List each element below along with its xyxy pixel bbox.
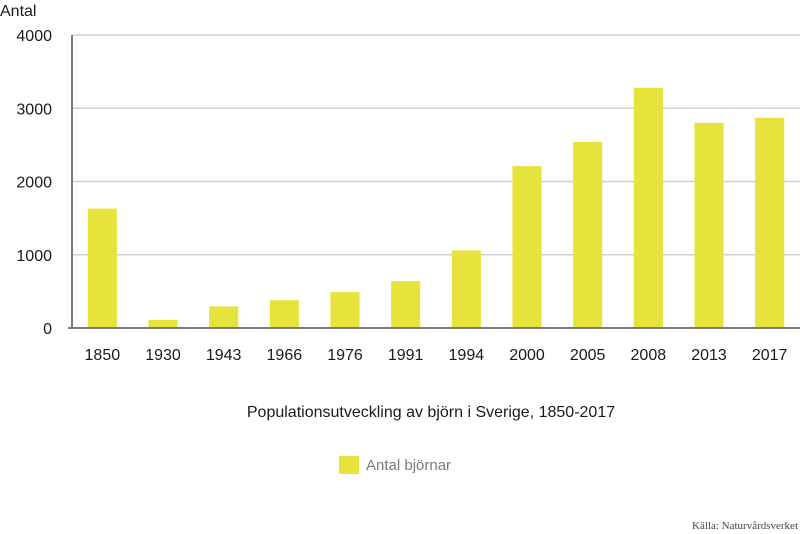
y-tick-label: 4000 — [16, 28, 52, 45]
y-tick-label: 0 — [43, 321, 52, 338]
legend: Antal björnar — [339, 456, 451, 474]
bar-1930 — [148, 319, 178, 328]
x-tick-label: 1994 — [449, 347, 485, 364]
bar-2005 — [573, 141, 603, 328]
chart-caption: Populationsutveckling av björn i Sverige… — [247, 404, 615, 421]
x-tick-label: 2013 — [691, 347, 727, 364]
x-tick-label: 2017 — [752, 347, 788, 364]
bar-1994 — [451, 250, 481, 328]
y-axis-label: Antal — [0, 3, 36, 20]
bar-2017 — [755, 117, 785, 329]
x-tick-labels: 1850 1930 1943 1966 1976 1991 1994 2000 2005 2008… — [85, 347, 788, 364]
bar-1943 — [209, 306, 239, 328]
x-tick-label: 2000 — [509, 347, 545, 364]
y-tick-labels: 0 1000 2000 3000 4000 — [16, 28, 52, 338]
x-tick-label: 1943 — [206, 347, 242, 364]
bar-1991 — [391, 281, 421, 328]
x-tick-label: 2005 — [570, 347, 606, 364]
legend-label: Antal björnar — [366, 457, 451, 474]
y-tick-label: 3000 — [16, 101, 52, 118]
legend-swatch — [339, 456, 359, 474]
bar-2013 — [694, 122, 724, 329]
y-tick-label: 2000 — [16, 175, 52, 192]
x-tick-label: 1966 — [267, 347, 303, 364]
bar-2000 — [512, 166, 542, 328]
source-note: Källa: Naturvårdsverket — [692, 520, 798, 532]
x-tick-label: 1991 — [388, 347, 424, 364]
x-tick-label: 1930 — [145, 347, 181, 364]
y-tick-label: 1000 — [16, 248, 52, 265]
gridlines — [72, 34, 800, 256]
bar-1966 — [269, 300, 299, 328]
x-tick-label: 2008 — [631, 347, 667, 364]
bars — [87, 87, 785, 329]
x-tick-label: 1850 — [85, 347, 121, 364]
x-tick-label: 1976 — [327, 347, 363, 364]
bar-2008 — [633, 87, 663, 329]
bar-1850 — [87, 208, 117, 328]
bar-1976 — [330, 292, 360, 328]
